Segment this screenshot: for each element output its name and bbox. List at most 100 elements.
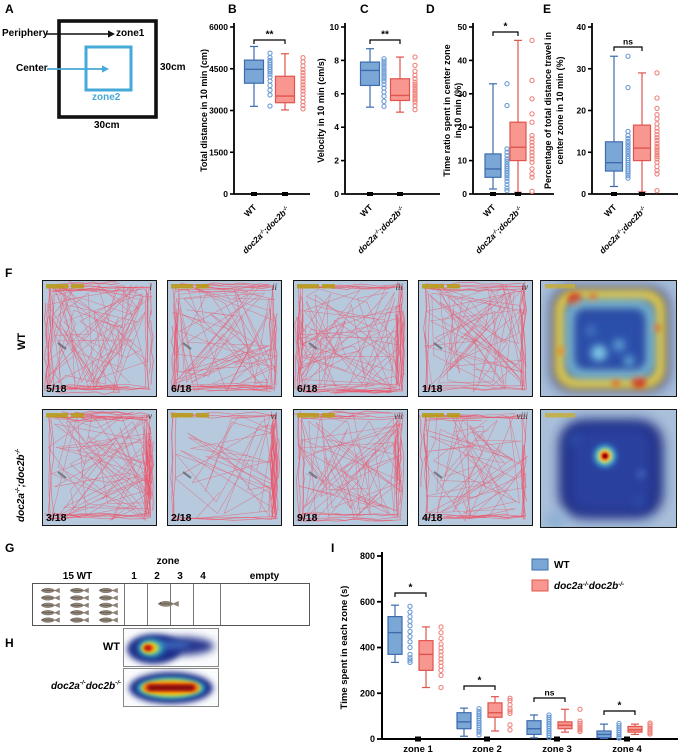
heatmap-mutant-group [540, 409, 677, 528]
svg-text:4500: 4500 [209, 64, 228, 74]
boxplot-center-distance-pct: 0 10 20 30 40 Percentage of total distance tr… [543, 22, 678, 256]
svg-text:WT: WT [602, 202, 619, 219]
svg-text:zone 4: zone 4 [612, 744, 642, 755]
trace-count-label: 9/18 [297, 512, 318, 524]
zone2-label: zone2 [92, 92, 121, 103]
svg-text:30: 30 [458, 89, 468, 99]
panel-letter-e: E [543, 2, 552, 16]
single-fish-icon [157, 600, 179, 607]
panel-letter-h: H [5, 636, 14, 650]
empty-compartment-label: empty [249, 571, 280, 582]
svg-text:Percentage of total distance t: Percentage of total distance travel in [543, 32, 553, 189]
arena-diagram: Periphery zone1 Center zone2 30cm 30cm [0, 0, 195, 140]
svg-text:1500: 1500 [209, 147, 228, 157]
svg-text:zone 3: zone 3 [542, 744, 572, 755]
svg-text:0: 0 [370, 734, 375, 744]
trace-roman-numeral: vi [270, 411, 278, 421]
boxplot-zone-time: 0 200 400 600 800 Time spent in each zone (s)… [339, 551, 678, 755]
arena-side-dimension: 30cm [160, 62, 186, 73]
boxplot-total-distance: 0 1500 3000 4500 6000 Total distance in 10 mi… [199, 22, 310, 256]
panel-letter-i: I [331, 541, 335, 555]
zone-2-number: 2 [154, 571, 160, 582]
trace-panel-viii: viii 4/18 [418, 409, 533, 526]
boxplot-center-time-ratio: 0 10 20 30 40 50 Time ratio spent in center zo… [442, 22, 554, 256]
svg-text:20: 20 [577, 106, 587, 116]
arena-shapes [46, 19, 158, 119]
svg-text:*: * [618, 701, 622, 712]
svg-text:Velocity in 10 min (cm/s): Velocity in 10 min (cm/s) [316, 58, 326, 163]
panel-letter-b: B [228, 2, 237, 16]
svg-text:30: 30 [577, 64, 587, 74]
trace-roman-numeral: i [149, 282, 152, 292]
svg-text:4: 4 [334, 122, 339, 132]
trace-roman-numeral: vii [394, 411, 403, 421]
svg-text:in 10 min (%): in 10 min (%) [453, 83, 463, 139]
center-arrow-icon [47, 65, 109, 73]
svg-text:0: 0 [334, 189, 339, 199]
heatmap-wt-image [541, 281, 676, 396]
trace-row-label-wt: WT [16, 332, 28, 350]
svg-text:50: 50 [458, 22, 468, 32]
arena-bottom-dimension: 30cm [94, 120, 120, 131]
timestamp-overlay [545, 413, 575, 418]
trace-panel-vii: vii 9/18 [293, 409, 408, 526]
trace-roman-numeral: ii [271, 282, 277, 292]
trace-count-label: 2/18 [171, 512, 192, 524]
svg-text:Time spent in each zone (s): Time spent in each zone (s) [339, 586, 350, 710]
svg-text:**: ** [381, 30, 389, 41]
timestamp-overlay [545, 284, 575, 289]
trace-panel-ii: ii 6/18 [167, 280, 282, 397]
panel-letter-c: C [360, 2, 369, 16]
svg-text:ns: ns [545, 688, 555, 698]
panel-letter-a: A [5, 2, 14, 16]
svg-text:WT: WT [554, 560, 570, 571]
svg-text:20: 20 [458, 122, 468, 132]
svg-text:WT: WT [358, 202, 375, 219]
svg-text:0: 0 [462, 189, 467, 199]
svg-text:WT: WT [481, 202, 498, 219]
svg-text:**: ** [266, 30, 274, 41]
svg-text:40: 40 [577, 22, 587, 32]
center-label: Center [16, 63, 48, 74]
svg-text:center zone in 10 min (%): center zone in 10 min (%) [555, 56, 565, 164]
tank-divider [147, 584, 148, 625]
svg-text:Total distance in 10 min (cm): Total distance in 10 min (cm) [199, 49, 209, 172]
trace-roman-numeral: iv [521, 282, 529, 292]
trace-roman-numeral: viii [516, 411, 529, 421]
shoaling-diagram: zone 15 WT 1 2 3 4 empty [0, 550, 330, 635]
zone-1-number: 1 [131, 571, 137, 582]
shoaling-heatmap-mutant-label: doc2a-/-doc2b-/- [50, 679, 121, 692]
svg-text:*: * [504, 22, 508, 33]
trace-panel-i: i 5/18 [42, 280, 157, 397]
svg-text:WT: WT [242, 202, 259, 219]
trace-count-label: 5/18 [46, 383, 67, 395]
panel-letter-f: F [5, 266, 13, 280]
shoaling-tank [32, 583, 310, 626]
svg-text:ns: ns [623, 37, 633, 47]
periphery-label: Periphery [2, 28, 49, 39]
tank-divider [193, 584, 194, 625]
shoaling-heatmap-mutant [123, 668, 219, 707]
shoaling-heatmap-mutant-image [124, 669, 218, 706]
heatmap-wt-group [540, 280, 677, 397]
svg-text:*: * [409, 583, 413, 594]
trace-count-label: 6/18 [171, 383, 192, 395]
zone1-label: zone1 [116, 28, 145, 39]
svg-text:*: * [478, 676, 482, 687]
heatmap-mutant-image [541, 410, 676, 527]
svg-text:8: 8 [334, 55, 339, 65]
trace-panel-iv: iv 1/18 [418, 280, 533, 397]
svg-text:0: 0 [581, 189, 586, 199]
svg-text:400: 400 [360, 643, 375, 653]
svg-text:200: 200 [360, 688, 375, 698]
periphery-arrow-icon [46, 30, 115, 38]
tank-divider [220, 584, 221, 625]
trace-count-label: 3/18 [46, 512, 67, 524]
trace-count-label: 1/18 [422, 383, 443, 395]
trace-count-label: 6/18 [297, 383, 318, 395]
shoaling-heatmap-wt [123, 628, 219, 667]
svg-text:0: 0 [223, 189, 228, 199]
svg-text:zone 1: zone 1 [403, 744, 433, 755]
zone-4-number: 4 [200, 571, 206, 582]
